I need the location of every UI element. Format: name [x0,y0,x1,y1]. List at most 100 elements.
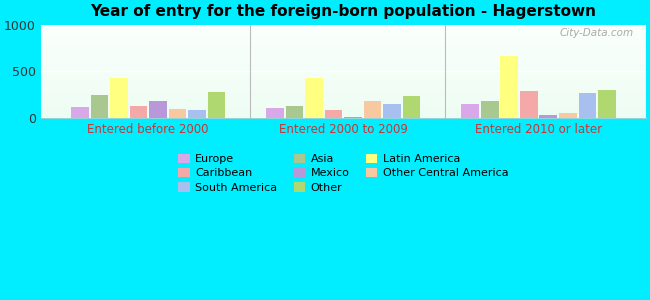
Bar [364,101,382,118]
Bar [41,66,646,67]
Bar [41,107,646,108]
Bar [41,27,646,28]
Bar [41,77,646,78]
Bar [41,92,646,93]
Legend: Europe, Caribbean, South America, Asia, Mexico, Other, Latin America, Other Cent: Europe, Caribbean, South America, Asia, … [174,149,513,197]
Bar [41,67,646,68]
Bar [41,83,646,84]
Bar [41,84,646,85]
Bar [41,50,646,51]
Bar [41,117,646,118]
Text: City-Data.com: City-Data.com [560,28,634,38]
Bar [266,108,284,118]
Bar [325,110,343,118]
Bar [41,30,646,31]
Bar [41,82,646,83]
Bar [41,55,646,56]
Bar [41,94,646,95]
Bar [306,79,323,118]
Bar [41,26,646,27]
Bar [188,110,206,118]
Bar [41,116,646,117]
Bar [41,51,646,52]
Bar [41,96,646,97]
Bar [41,36,646,37]
Bar [41,111,646,112]
Bar [208,92,226,118]
Bar [41,37,646,38]
Bar [41,58,646,59]
Bar [41,81,646,82]
Bar [41,110,646,111]
Bar [111,79,128,118]
Bar [559,113,577,118]
Bar [41,72,646,73]
Bar [41,65,646,66]
Bar [286,106,304,118]
Bar [41,54,646,55]
Bar [41,49,646,50]
Bar [90,95,109,118]
Bar [41,105,646,106]
Bar [130,106,148,118]
Bar [41,91,646,92]
Bar [41,103,646,104]
Bar [41,42,646,43]
Bar [41,115,646,116]
Bar [41,41,646,42]
Bar [41,61,646,62]
Bar [41,97,646,98]
Title: Year of entry for the foreign-born population - Hagerstown: Year of entry for the foreign-born popul… [90,4,596,19]
Bar [41,75,646,76]
Bar [500,56,518,118]
Bar [41,106,646,107]
Bar [41,108,646,109]
Bar [41,57,646,58]
Bar [41,47,646,48]
Bar [41,95,646,96]
Bar [41,89,646,90]
Bar [41,44,646,45]
Bar [41,48,646,49]
Bar [41,64,646,65]
Bar [71,107,88,118]
Bar [41,90,646,91]
Bar [41,59,646,60]
Bar [344,117,362,118]
Bar [41,60,646,61]
Bar [481,101,499,118]
Bar [41,35,646,36]
Bar [41,71,646,72]
Bar [41,31,646,32]
Bar [41,112,646,113]
Bar [41,45,646,46]
Bar [41,52,646,53]
Bar [41,102,646,103]
Bar [598,90,616,118]
Bar [41,85,646,86]
Bar [41,39,646,40]
Bar [41,32,646,33]
Bar [41,87,646,88]
Bar [41,80,646,81]
Bar [41,99,646,100]
Bar [169,109,187,118]
Bar [41,53,646,54]
Bar [520,91,538,118]
Bar [41,109,646,110]
Bar [41,78,646,79]
Bar [41,69,646,70]
Bar [540,115,557,118]
Bar [41,29,646,30]
Bar [41,114,646,115]
Bar [462,103,479,118]
Bar [41,56,646,57]
Bar [41,100,646,101]
Bar [41,104,646,105]
Bar [41,38,646,39]
Bar [41,113,646,114]
Bar [41,46,646,47]
Bar [41,74,646,75]
Bar [578,93,596,118]
Bar [41,25,646,26]
